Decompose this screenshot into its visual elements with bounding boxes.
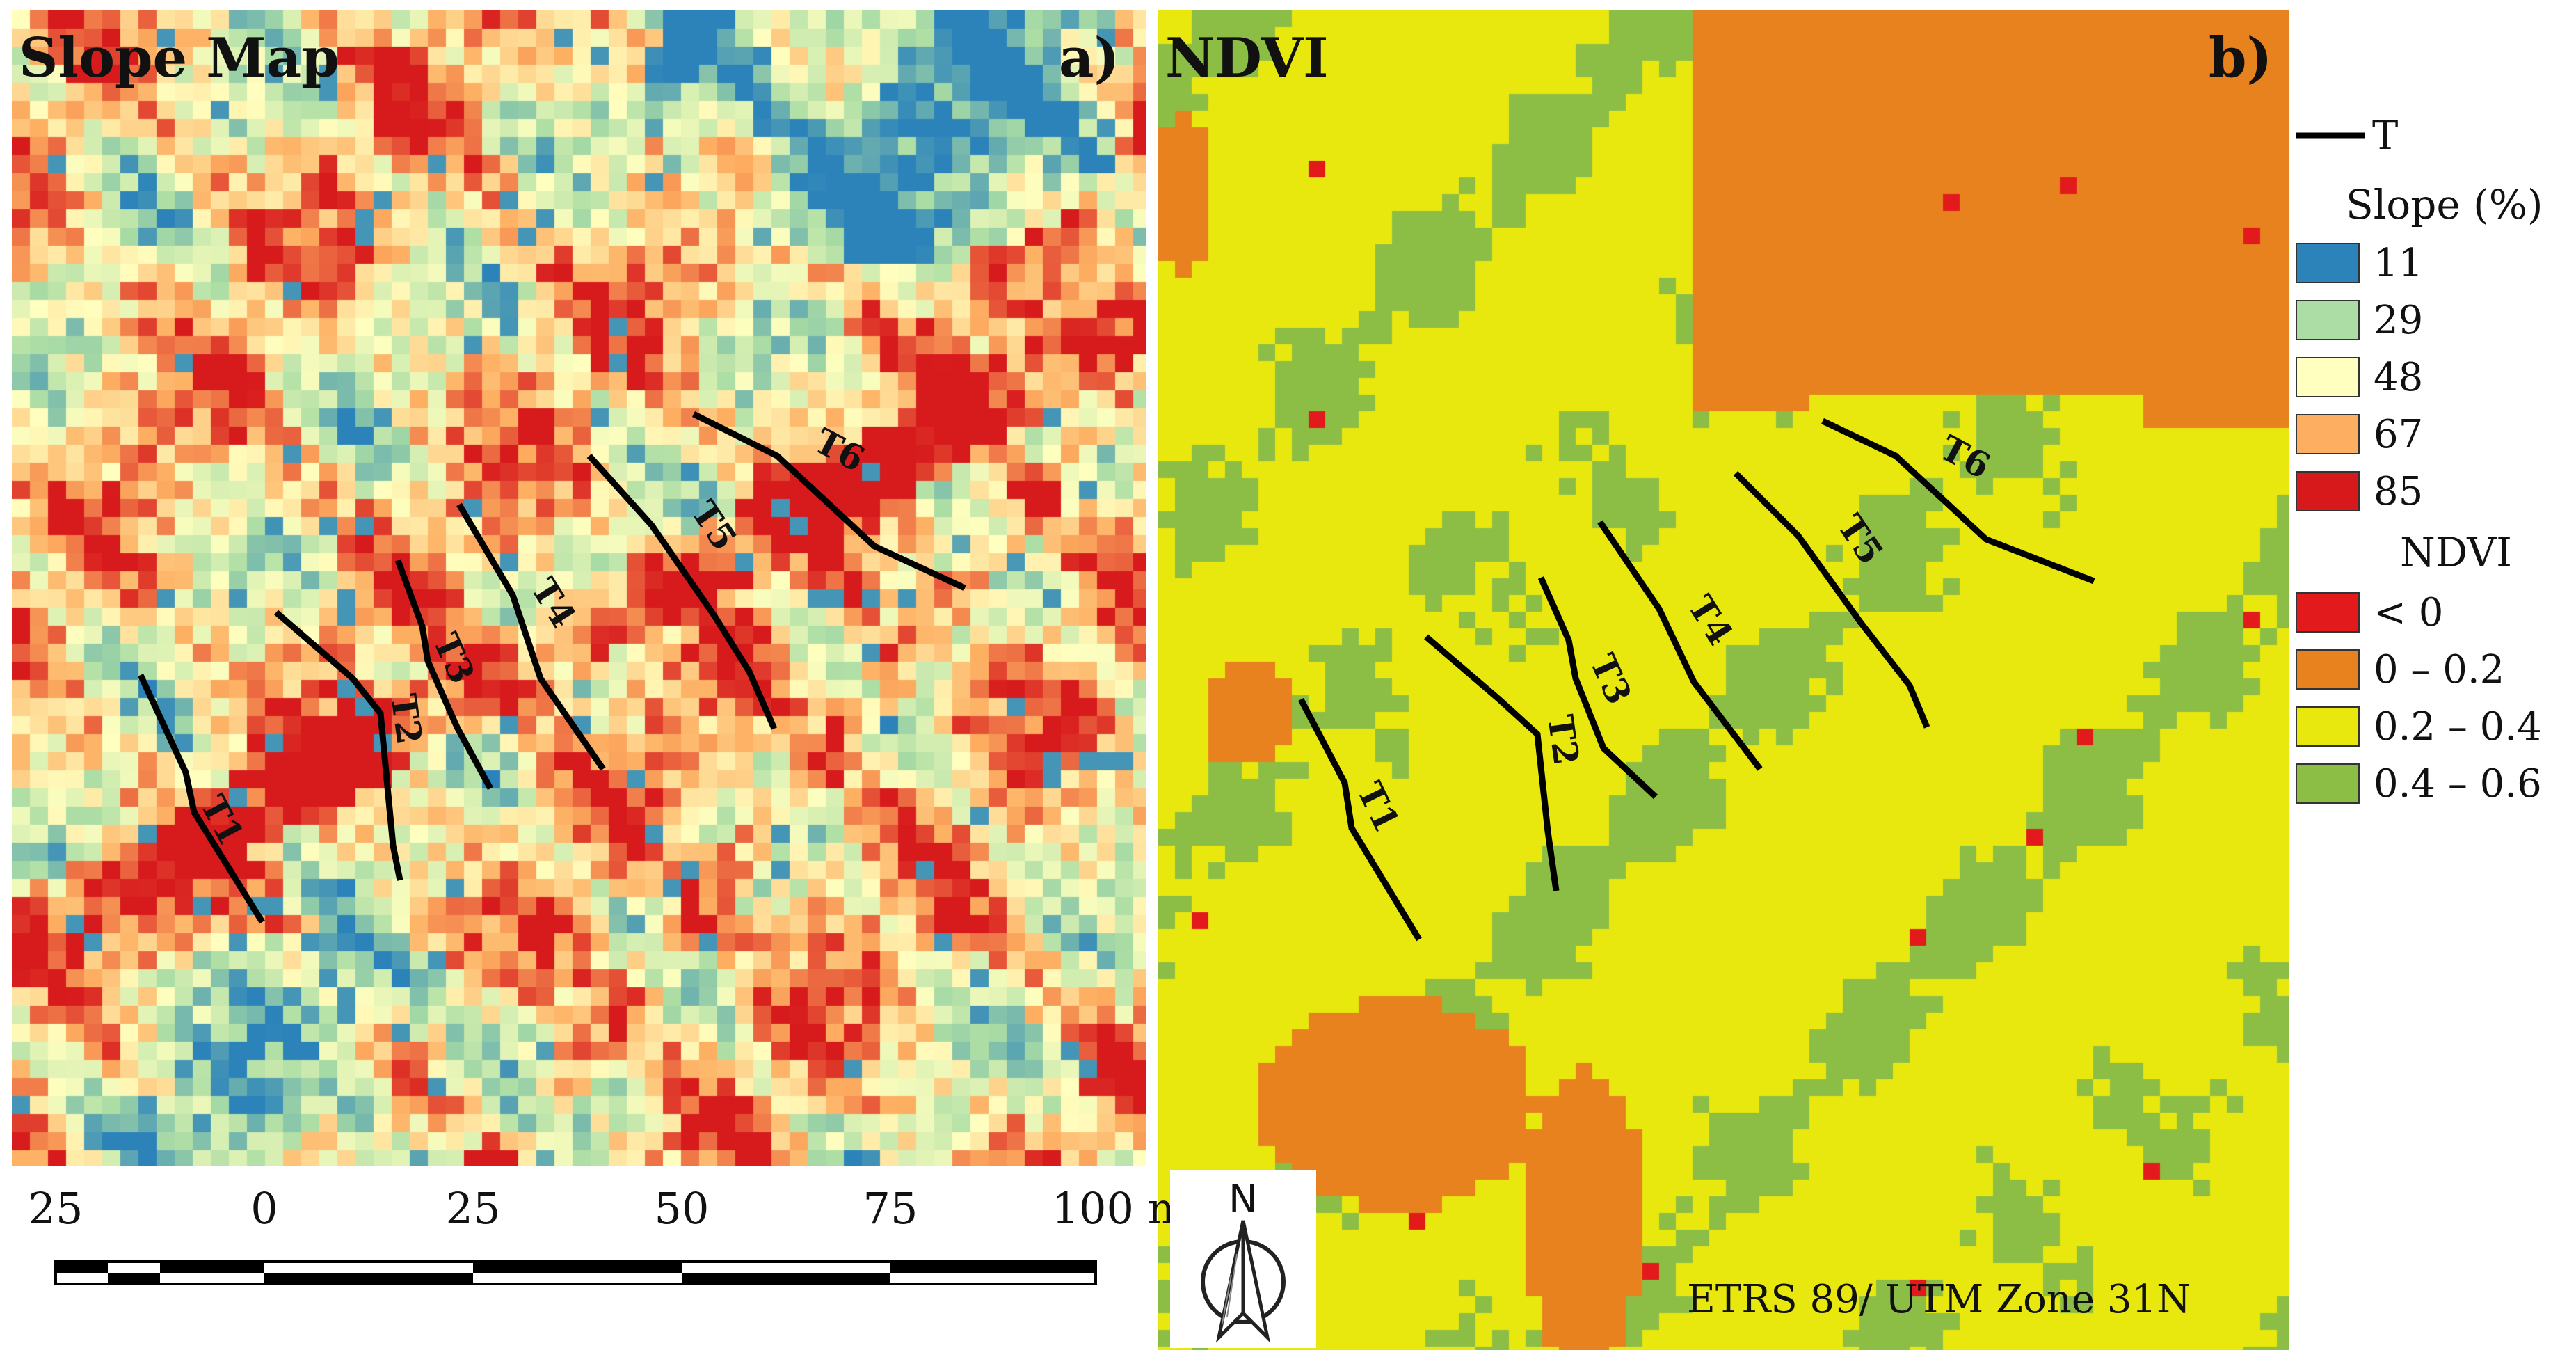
legend-transect-label: T bbox=[2372, 113, 2399, 159]
transect-label-t2: T2 bbox=[1539, 712, 1587, 768]
transect-label-t4: T4 bbox=[1680, 588, 1741, 652]
transect-line-t2 bbox=[274, 610, 403, 881]
legend-ndvi-label: 0.4 – 0.6 bbox=[2374, 761, 2542, 807]
legend-slope-label: 85 bbox=[2374, 468, 2424, 514]
legend-slope-row: 85 bbox=[2296, 467, 2423, 516]
scale-bar-label: 25 bbox=[28, 1183, 83, 1234]
scale-bar-graphic bbox=[54, 1260, 1097, 1285]
legend-ndvi-label: 0 – 0.2 bbox=[2374, 646, 2505, 692]
scale-bar-label: 25 bbox=[445, 1183, 501, 1234]
legend-slope-swatch bbox=[2296, 357, 2360, 397]
legend-ndvi-swatch bbox=[2296, 649, 2360, 690]
transect-label-t1: T1 bbox=[1349, 775, 1408, 839]
slope-map-panel: T1 T2 T3 T4 T5 T6 Slope Map a) bbox=[12, 10, 1146, 1166]
legend-ndvi-row: 0 – 0.2 bbox=[2296, 645, 2504, 694]
legend-slope-label: 11 bbox=[2374, 240, 2424, 286]
legend-ndvi-row: 0.2 – 0.4 bbox=[2296, 702, 2542, 751]
ndvi-raster bbox=[1158, 10, 2289, 1350]
transect-line-t6 bbox=[691, 411, 966, 592]
north-arrow: N bbox=[1170, 1170, 1316, 1348]
legend-ndvi-row: < 0 bbox=[2296, 588, 2443, 637]
legend-slope-title: Slope (%) bbox=[2346, 181, 2543, 228]
scale-bar-label: 100 m bbox=[1051, 1183, 1189, 1234]
panel-a-letter: a) bbox=[1059, 26, 1120, 90]
legend-slope-row: 29 bbox=[2296, 296, 2423, 344]
legend-slope-label: 29 bbox=[2374, 297, 2424, 343]
legend-ndvi-swatch bbox=[2296, 763, 2360, 804]
legend-slope-row: 67 bbox=[2296, 410, 2423, 459]
transect-line-t5 bbox=[1733, 470, 1930, 729]
legend-slope-swatch bbox=[2296, 471, 2360, 511]
slope-raster bbox=[12, 10, 1146, 1166]
scale-bar-label: 75 bbox=[863, 1183, 918, 1234]
north-arrow-label: N bbox=[1229, 1177, 1258, 1222]
transect-line-t5 bbox=[586, 453, 778, 730]
legend-ndvi-label: 0.2 – 0.4 bbox=[2374, 704, 2542, 749]
ndvi-transects-layer: T1 T2 T3 T4 T5 T6 bbox=[1298, 418, 2095, 942]
transect-line-t2 bbox=[1424, 634, 1560, 891]
legend-ndvi-row: 0.4 – 0.6 bbox=[2296, 759, 2542, 808]
legend-slope-label: 67 bbox=[2374, 411, 2424, 457]
scale-bar-label: 50 bbox=[654, 1183, 710, 1234]
legend-slope-swatch bbox=[2296, 414, 2360, 454]
transect-line-t1 bbox=[1298, 697, 1422, 942]
transect-line-t3 bbox=[394, 559, 493, 791]
legend-ndvi-swatch bbox=[2296, 592, 2360, 633]
transect-line-t3 bbox=[1537, 576, 1658, 800]
legend-ndvi-title: NDVI bbox=[2400, 529, 2513, 576]
crs-label: ETRS 89/ UTM Zone 31N bbox=[1687, 1277, 2191, 1322]
legend-transect-row: T bbox=[2296, 111, 2398, 160]
panel-b-title: NDVI bbox=[1165, 26, 1329, 90]
legend-slope-row: 11 bbox=[2296, 239, 2423, 287]
transect-label-t5: T5 bbox=[683, 493, 745, 558]
slope-transects-layer: T1 T2 T3 T4 T5 T6 bbox=[137, 411, 966, 924]
transect-label-t3: T3 bbox=[1582, 648, 1640, 711]
transect-label-t6: T6 bbox=[1933, 427, 1997, 487]
transect-label-t6: T6 bbox=[808, 420, 871, 480]
transect-label-t4: T4 bbox=[523, 571, 584, 635]
transect-label-t2: T2 bbox=[383, 691, 430, 747]
transect-label-t5: T5 bbox=[1830, 507, 1891, 572]
panel-a-title: Slope Map bbox=[19, 26, 339, 90]
ndvi-map-panel: T1 T2 T3 T4 T5 T6 NDVI b) bbox=[1158, 10, 2289, 1350]
legend-slope-row: 48 bbox=[2296, 353, 2423, 402]
transect-line-symbol bbox=[2296, 132, 2365, 139]
legend-slope-swatch bbox=[2296, 243, 2360, 283]
legend-slope-swatch bbox=[2296, 300, 2360, 340]
transect-line-t4 bbox=[1597, 520, 1763, 771]
scale-bar-label: 0 bbox=[250, 1183, 278, 1234]
legend-slope-label: 48 bbox=[2374, 354, 2424, 400]
transect-line-t1 bbox=[137, 674, 265, 924]
scale-bar: 25 0 25 50 75 100 m bbox=[14, 1183, 1188, 1294]
transect-line-t4 bbox=[456, 502, 606, 771]
panel-b-letter: b) bbox=[2209, 26, 2273, 90]
north-arrow-icon: N bbox=[1201, 1177, 1286, 1343]
legend-ndvi-swatch bbox=[2296, 706, 2360, 747]
transect-label-t1: T1 bbox=[192, 788, 252, 852]
transect-line-t6 bbox=[1821, 418, 2095, 585]
legend-ndvi-label: < 0 bbox=[2374, 589, 2444, 635]
